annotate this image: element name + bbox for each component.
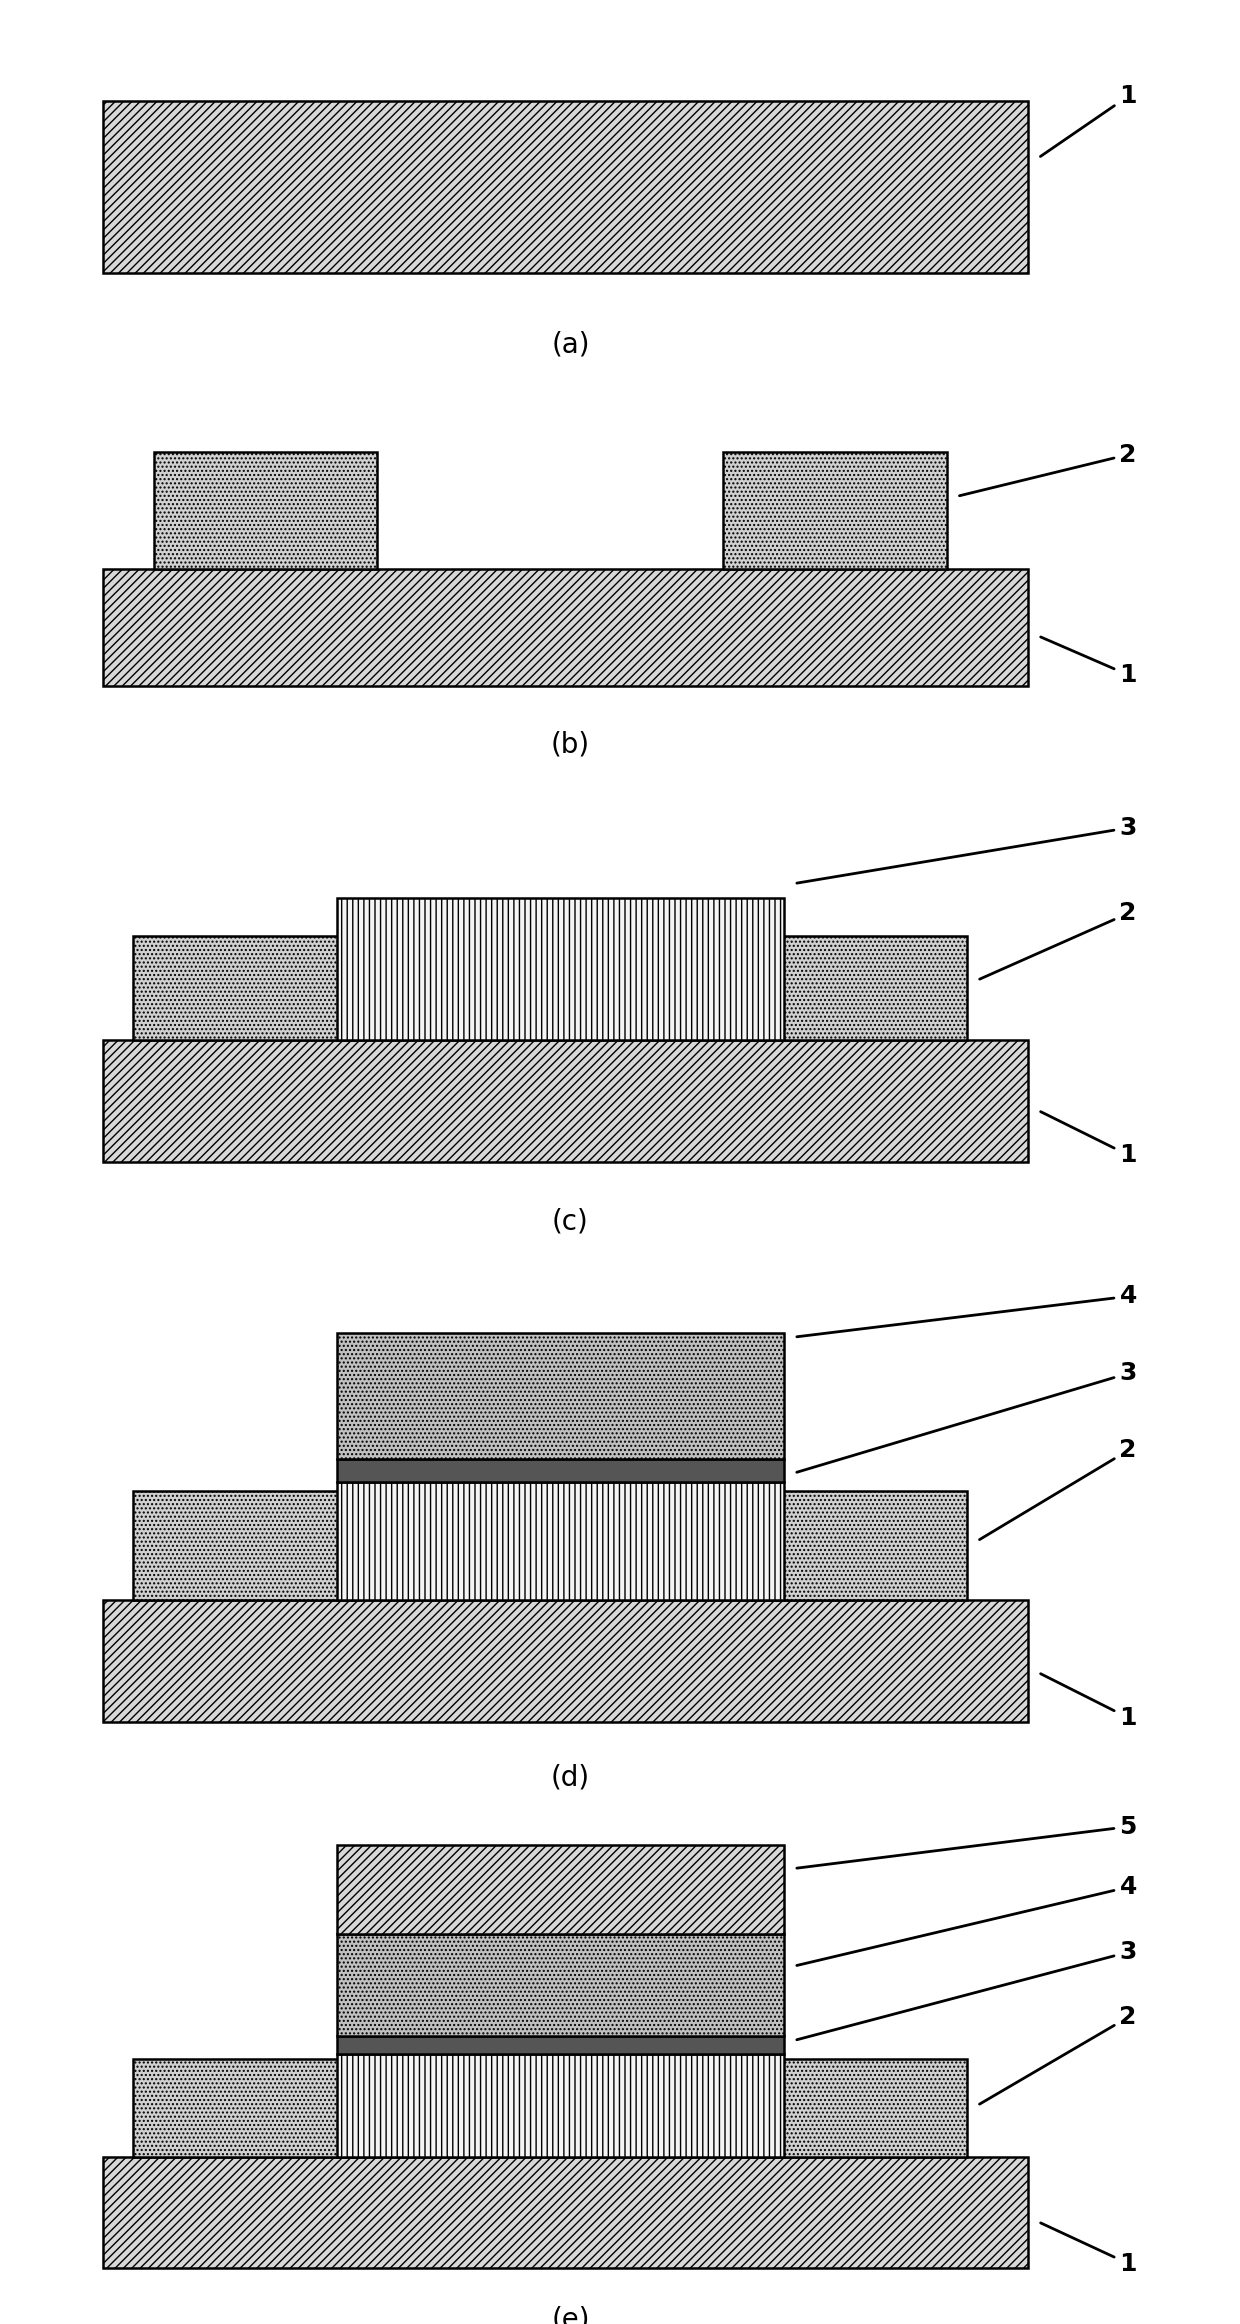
Bar <box>336 1845 784 1934</box>
Text: (b): (b) <box>551 730 590 758</box>
Text: 1: 1 <box>1040 2224 1137 2275</box>
Bar <box>743 1492 967 1599</box>
Text: (a): (a) <box>551 330 590 358</box>
Text: 3: 3 <box>797 816 1137 883</box>
Bar <box>743 937 967 1039</box>
Text: (e): (e) <box>551 2305 590 2324</box>
Bar <box>103 2157 1028 2268</box>
Bar <box>336 1332 784 1459</box>
Text: (c): (c) <box>552 1206 589 1234</box>
Text: 1: 1 <box>1040 84 1137 156</box>
Text: 4: 4 <box>797 1875 1137 1966</box>
Text: 3: 3 <box>797 1362 1137 1473</box>
Bar <box>154 451 377 569</box>
Bar <box>103 100 1028 272</box>
Bar <box>336 1459 784 1483</box>
Text: 2: 2 <box>980 2006 1137 2103</box>
Bar <box>133 1492 357 1599</box>
Text: 2: 2 <box>980 1439 1137 1538</box>
Text: 2: 2 <box>980 902 1137 978</box>
Bar <box>336 1934 784 2036</box>
Text: (d): (d) <box>551 1764 590 1792</box>
Bar <box>103 1599 1028 1722</box>
Text: 5: 5 <box>797 1815 1137 1868</box>
Bar <box>336 2054 784 2157</box>
Bar <box>103 1039 1028 1162</box>
Bar <box>133 2059 357 2157</box>
Text: 3: 3 <box>797 1941 1137 2040</box>
Text: 1: 1 <box>1040 637 1137 688</box>
Bar <box>723 451 946 569</box>
Text: 1: 1 <box>1040 1111 1137 1167</box>
Bar <box>336 899 784 1039</box>
Text: 2: 2 <box>960 442 1137 495</box>
Text: 4: 4 <box>797 1285 1137 1336</box>
Bar <box>103 569 1028 686</box>
Bar <box>336 1483 784 1599</box>
Bar <box>336 2036 784 2054</box>
Text: 1: 1 <box>1040 1673 1137 1729</box>
Bar <box>133 937 357 1039</box>
Bar <box>743 2059 967 2157</box>
